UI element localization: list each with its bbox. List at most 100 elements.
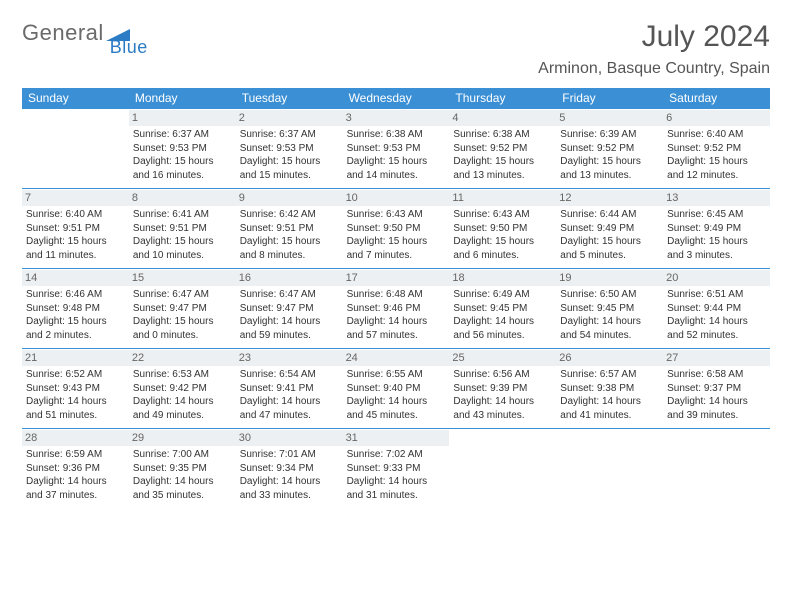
daylight-line: Daylight: 15 hours and 16 minutes. bbox=[133, 155, 232, 182]
day-info: Sunrise: 6:38 AMSunset: 9:52 PMDaylight:… bbox=[453, 128, 552, 182]
day-number: 14 bbox=[22, 270, 129, 286]
sunset-line: Sunset: 9:51 PM bbox=[26, 222, 125, 236]
sunset-line: Sunset: 9:47 PM bbox=[240, 302, 339, 316]
daylight-line: Daylight: 14 hours and 39 minutes. bbox=[667, 395, 766, 422]
day-number: 6 bbox=[663, 110, 770, 126]
calendar-cell: 18 Sunrise: 6:49 AMSunset: 9:45 PMDayligh… bbox=[449, 268, 556, 348]
sunrise-line: Sunrise: 6:37 AM bbox=[133, 128, 232, 142]
day-info: Sunrise: 6:37 AMSunset: 9:53 PMDaylight:… bbox=[133, 128, 232, 182]
daylight-line: Daylight: 15 hours and 3 minutes. bbox=[667, 235, 766, 262]
day-number: 2 bbox=[236, 110, 343, 126]
title-block: July 2024 Arminon, Basque Country, Spain bbox=[538, 20, 770, 78]
calendar-cell: 23Sunrise: 6:54 AMSunset: 9:41 PMDayligh… bbox=[236, 348, 343, 428]
calendar-cell: 26Sunrise: 6:57 AMSunset: 9:38 PMDayligh… bbox=[556, 348, 663, 428]
sunrise-line: Sunrise: 6:44 AM bbox=[560, 208, 659, 222]
calendar-cell: 25Sunrise: 6:56 AMSunset: 9:39 PMDayligh… bbox=[449, 348, 556, 428]
daylight-line: Daylight: 15 hours and 13 minutes. bbox=[453, 155, 552, 182]
sunset-line: Sunset: 9:35 PM bbox=[133, 462, 232, 476]
day-info: Sunrise: 6:40 AMSunset: 9:51 PMDaylight:… bbox=[26, 208, 125, 262]
daylight-line: Daylight: 15 hours and 13 minutes. bbox=[560, 155, 659, 182]
sunrise-line: Sunrise: 7:02 AM bbox=[347, 448, 446, 462]
sunset-line: Sunset: 9:45 PM bbox=[453, 302, 552, 316]
daylight-line: Daylight: 14 hours and 54 minutes. bbox=[560, 315, 659, 342]
day-info: Sunrise: 7:00 AMSunset: 9:35 PMDaylight:… bbox=[133, 448, 232, 502]
daylight-line: Daylight: 15 hours and 5 minutes. bbox=[560, 235, 659, 262]
daylight-line: Daylight: 14 hours and 45 minutes. bbox=[347, 395, 446, 422]
sunset-line: Sunset: 9:40 PM bbox=[347, 382, 446, 396]
calendar-cell: 4 Sunrise: 6:38 AMSunset: 9:52 PMDaylight… bbox=[449, 108, 556, 188]
sunrise-line: Sunrise: 6:45 AM bbox=[667, 208, 766, 222]
weekday-header: Sunday bbox=[22, 88, 129, 108]
daylight-line: Daylight: 14 hours and 57 minutes. bbox=[347, 315, 446, 342]
day-number: 19 bbox=[556, 270, 663, 286]
sunrise-line: Sunrise: 6:42 AM bbox=[240, 208, 339, 222]
sunrise-line: Sunrise: 6:38 AM bbox=[453, 128, 552, 142]
day-number: 26 bbox=[556, 350, 663, 366]
daylight-line: Daylight: 14 hours and 31 minutes. bbox=[347, 475, 446, 502]
day-number: 9 bbox=[236, 190, 343, 206]
day-number: 22 bbox=[129, 350, 236, 366]
sunset-line: Sunset: 9:52 PM bbox=[560, 142, 659, 156]
day-info: Sunrise: 6:40 AMSunset: 9:52 PMDaylight:… bbox=[667, 128, 766, 182]
daylight-line: Daylight: 14 hours and 47 minutes. bbox=[240, 395, 339, 422]
day-number: 15 bbox=[129, 270, 236, 286]
day-number: 8 bbox=[129, 190, 236, 206]
calendar-cell: 19Sunrise: 6:50 AMSunset: 9:45 PMDayligh… bbox=[556, 268, 663, 348]
sunset-line: Sunset: 9:34 PM bbox=[240, 462, 339, 476]
sunrise-line: Sunrise: 6:51 AM bbox=[667, 288, 766, 302]
calendar-cell: 1Sunrise: 6:37 AMSunset: 9:53 PMDaylight… bbox=[129, 108, 236, 188]
calendar-cell: 31Sunrise: 7:02 AMSunset: 9:33 PMDayligh… bbox=[343, 428, 450, 508]
day-number: 10 bbox=[343, 190, 450, 206]
sunset-line: Sunset: 9:48 PM bbox=[26, 302, 125, 316]
day-number: 21 bbox=[22, 350, 129, 366]
daylight-line: Daylight: 14 hours and 49 minutes. bbox=[133, 395, 232, 422]
daylight-line: Daylight: 15 hours and 12 minutes. bbox=[667, 155, 766, 182]
calendar-cell: 16Sunrise: 6:47 AMSunset: 9:47 PMDayligh… bbox=[236, 268, 343, 348]
calendar-cell: 17Sunrise: 6:48 AMSunset: 9:46 PMDayligh… bbox=[343, 268, 450, 348]
day-info: Sunrise: 6:58 AMSunset: 9:37 PMDaylight:… bbox=[667, 368, 766, 422]
sunrise-line: Sunrise: 6:57 AM bbox=[560, 368, 659, 382]
calendar-cell: 7Sunrise: 6:40 AMSunset: 9:51 PMDaylight… bbox=[22, 188, 129, 268]
sunset-line: Sunset: 9:43 PM bbox=[26, 382, 125, 396]
day-info: Sunrise: 6:41 AMSunset: 9:51 PMDaylight:… bbox=[133, 208, 232, 262]
weekday-header: Saturday bbox=[663, 88, 770, 108]
day-info: Sunrise: 6:38 AMSunset: 9:53 PMDaylight:… bbox=[347, 128, 446, 182]
daylight-line: Daylight: 15 hours and 15 minutes. bbox=[240, 155, 339, 182]
calendar-cell-empty bbox=[663, 428, 770, 508]
sunrise-line: Sunrise: 6:50 AM bbox=[560, 288, 659, 302]
day-number: 4 bbox=[449, 110, 556, 126]
day-number: 20 bbox=[663, 270, 770, 286]
calendar-cell-empty bbox=[556, 428, 663, 508]
daylight-line: Daylight: 15 hours and 0 minutes. bbox=[133, 315, 232, 342]
sunset-line: Sunset: 9:44 PM bbox=[667, 302, 766, 316]
calendar-cell: 8 Sunrise: 6:41 AMSunset: 9:51 PMDaylight… bbox=[129, 188, 236, 268]
sunset-line: Sunset: 9:37 PM bbox=[667, 382, 766, 396]
day-info: Sunrise: 6:42 AMSunset: 9:51 PMDaylight:… bbox=[240, 208, 339, 262]
calendar-cell: 15 Sunrise: 6:47 AMSunset: 9:47 PMDayligh… bbox=[129, 268, 236, 348]
logo-text-general: General bbox=[22, 20, 104, 46]
day-number: 17 bbox=[343, 270, 450, 286]
daylight-line: Daylight: 14 hours and 56 minutes. bbox=[453, 315, 552, 342]
sunrise-line: Sunrise: 7:01 AM bbox=[240, 448, 339, 462]
sunrise-line: Sunrise: 6:56 AM bbox=[453, 368, 552, 382]
calendar-cell: 12Sunrise: 6:44 AMSunset: 9:49 PMDayligh… bbox=[556, 188, 663, 268]
sunset-line: Sunset: 9:47 PM bbox=[133, 302, 232, 316]
day-info: Sunrise: 6:51 AMSunset: 9:44 PMDaylight:… bbox=[667, 288, 766, 342]
calendar-cell: 28 Sunrise: 6:59 AMSunset: 9:36 PMDayligh… bbox=[22, 428, 129, 508]
sunrise-line: Sunrise: 6:49 AM bbox=[453, 288, 552, 302]
calendar-cell: 10Sunrise: 6:43 AMSunset: 9:50 PMDayligh… bbox=[343, 188, 450, 268]
sunset-line: Sunset: 9:49 PM bbox=[560, 222, 659, 236]
day-number: 28 bbox=[22, 430, 129, 446]
daylight-line: Daylight: 15 hours and 6 minutes. bbox=[453, 235, 552, 262]
daylight-line: Daylight: 14 hours and 59 minutes. bbox=[240, 315, 339, 342]
day-number: 11 bbox=[449, 190, 556, 206]
day-info: Sunrise: 6:47 AMSunset: 9:47 PMDaylight:… bbox=[133, 288, 232, 342]
calendar-cell: 27Sunrise: 6:58 AMSunset: 9:37 PMDayligh… bbox=[663, 348, 770, 428]
sunrise-line: Sunrise: 6:53 AM bbox=[133, 368, 232, 382]
day-number: 13 bbox=[663, 190, 770, 206]
sunrise-line: Sunrise: 6:37 AM bbox=[240, 128, 339, 142]
day-number: 18 bbox=[449, 270, 556, 286]
weekday-header: Thursday bbox=[449, 88, 556, 108]
day-info: Sunrise: 6:59 AMSunset: 9:36 PMDaylight:… bbox=[26, 448, 125, 502]
calendar-cell: 21Sunrise: 6:52 AMSunset: 9:43 PMDayligh… bbox=[22, 348, 129, 428]
